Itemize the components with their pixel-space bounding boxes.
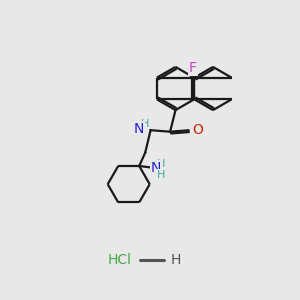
Text: F: F [189, 61, 197, 75]
Text: O: O [192, 123, 203, 136]
Text: N: N [151, 161, 161, 176]
Text: HCl: HCl [108, 253, 132, 266]
Text: N: N [134, 122, 144, 136]
Text: H: H [141, 118, 149, 129]
Text: H: H [170, 253, 181, 266]
Text: H: H [157, 159, 165, 169]
Text: H: H [157, 170, 165, 180]
